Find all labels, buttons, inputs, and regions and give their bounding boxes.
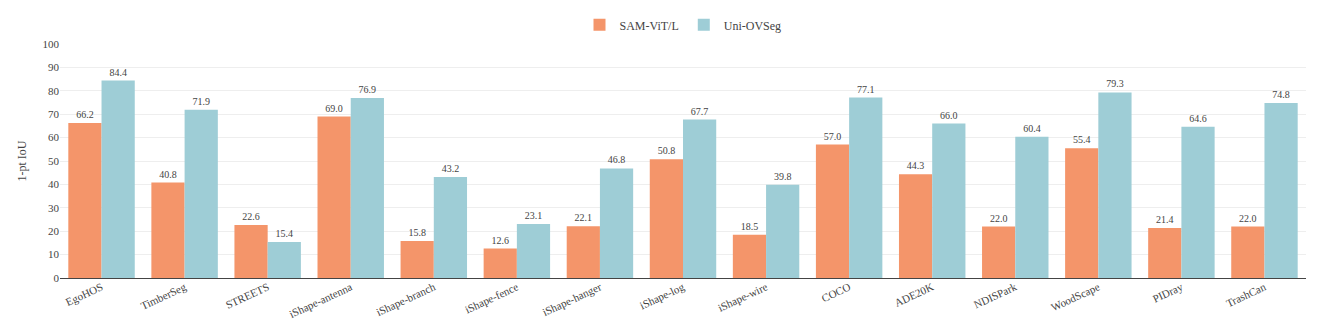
svg-text:76.9: 76.9	[359, 84, 377, 95]
svg-text:50: 50	[48, 155, 60, 167]
svg-text:22.0: 22.0	[1239, 213, 1257, 224]
svg-text:39.8: 39.8	[774, 171, 792, 182]
svg-text:90: 90	[48, 61, 60, 73]
svg-text:100: 100	[43, 38, 60, 50]
svg-text:71.9: 71.9	[192, 96, 210, 107]
svg-text:WoodScape: WoodScape	[1049, 280, 1102, 313]
svg-text:46.8: 46.8	[608, 154, 626, 165]
svg-text:18.5: 18.5	[741, 221, 759, 232]
svg-text:60.4: 60.4	[1023, 123, 1041, 134]
svg-text:22.1: 22.1	[575, 212, 593, 223]
svg-text:43.2: 43.2	[442, 163, 460, 174]
svg-text:23.1: 23.1	[525, 210, 543, 221]
svg-text:55.4: 55.4	[1073, 134, 1091, 145]
svg-text:40: 40	[48, 178, 60, 190]
svg-text:EgoHOS: EgoHOS	[64, 280, 105, 308]
svg-text:NDISPark: NDISPark	[972, 280, 1019, 310]
svg-text:84.4: 84.4	[109, 67, 127, 78]
svg-text:iShape-log: iShape-log	[638, 280, 687, 311]
svg-text:15.8: 15.8	[408, 227, 426, 238]
svg-text:TimberSeg: TimberSeg	[139, 280, 188, 312]
svg-text:74.8: 74.8	[1272, 89, 1290, 100]
svg-text:iShape-antenna: iShape-antenna	[287, 280, 354, 320]
svg-text:TrashCan: TrashCan	[1224, 280, 1268, 309]
svg-text:50.8: 50.8	[658, 145, 676, 156]
svg-text:COCO: COCO	[820, 280, 853, 304]
svg-text:iShape-branch: iShape-branch	[374, 280, 437, 318]
svg-text:22.0: 22.0	[990, 213, 1008, 224]
svg-text:iShape-wire: iShape-wire	[716, 280, 769, 313]
svg-text:15.4: 15.4	[276, 228, 294, 239]
svg-text:79.3: 79.3	[1106, 78, 1124, 89]
svg-text:77.1: 77.1	[857, 84, 875, 95]
svg-text:22.6: 22.6	[242, 211, 260, 222]
svg-text:60: 60	[48, 131, 60, 143]
svg-text:PIDray: PIDray	[1151, 280, 1185, 305]
svg-text:69.0: 69.0	[325, 103, 343, 114]
svg-text:SAM-ViT/L: SAM-ViT/L	[620, 19, 679, 33]
svg-text:44.3: 44.3	[907, 160, 925, 171]
svg-text:iShape-hanger: iShape-hanger	[540, 280, 603, 318]
svg-text:0: 0	[54, 272, 60, 284]
svg-text:66.0: 66.0	[940, 110, 958, 121]
svg-text:64.6: 64.6	[1189, 113, 1207, 124]
svg-text:20: 20	[48, 225, 60, 237]
svg-text:66.2: 66.2	[76, 109, 94, 120]
svg-text:70: 70	[48, 108, 60, 120]
svg-text:ADE20K: ADE20K	[893, 280, 936, 308]
svg-text:Uni-OVSeg: Uni-OVSeg	[724, 19, 781, 33]
svg-text:80: 80	[48, 85, 60, 97]
svg-text:21.4: 21.4	[1156, 214, 1174, 225]
svg-text:STREETS: STREETS	[224, 280, 271, 311]
svg-text:57.0: 57.0	[824, 131, 842, 142]
svg-text:10: 10	[48, 248, 60, 260]
svg-text:40.8: 40.8	[159, 169, 177, 180]
svg-text:1-pt IoU: 1-pt IoU	[15, 140, 29, 181]
svg-text:12.6: 12.6	[492, 235, 510, 246]
svg-text:30: 30	[48, 202, 60, 214]
svg-text:67.7: 67.7	[691, 106, 709, 117]
svg-text:iShape-fence: iShape-fence	[463, 280, 520, 315]
